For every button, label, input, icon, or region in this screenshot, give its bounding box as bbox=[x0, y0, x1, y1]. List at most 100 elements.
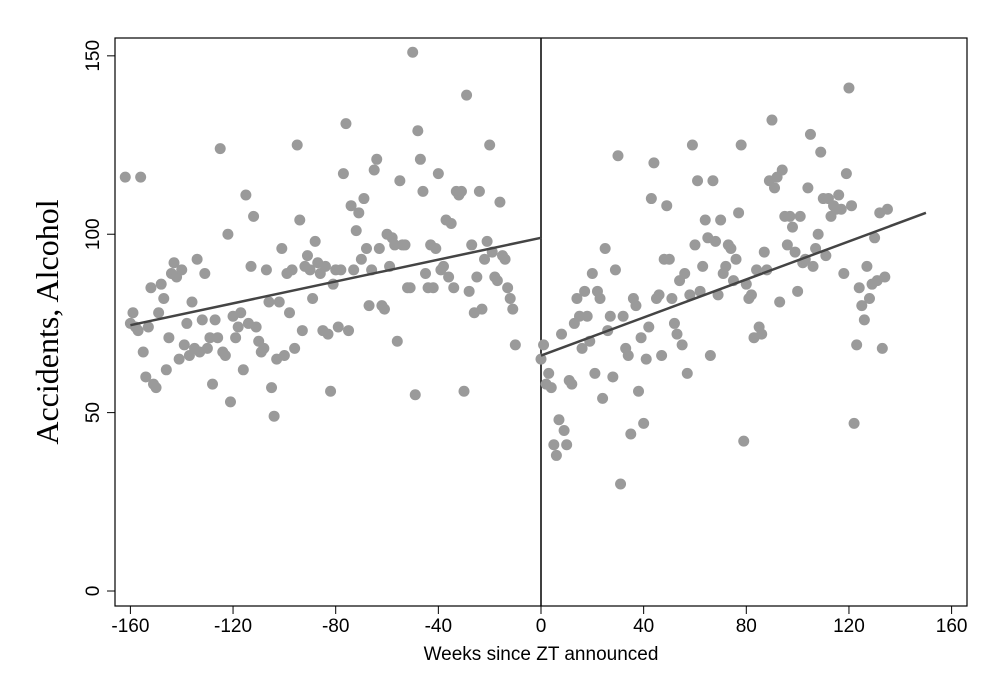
x-tick-label: 160 bbox=[936, 616, 968, 637]
scatter-point bbox=[301, 250, 313, 262]
scatter-point bbox=[671, 328, 683, 340]
scatter-point bbox=[178, 339, 190, 351]
scatter-point bbox=[391, 335, 403, 347]
scatter-point bbox=[710, 235, 722, 247]
scatter-point bbox=[240, 189, 252, 201]
scatter-point bbox=[604, 310, 616, 322]
scatter-point bbox=[535, 353, 547, 365]
scatter-point bbox=[715, 214, 727, 226]
scatter-point bbox=[589, 367, 601, 379]
scatter-point bbox=[581, 310, 593, 322]
scatter-point bbox=[861, 260, 873, 272]
scatter-point bbox=[163, 332, 175, 344]
y-tick-label: 0 bbox=[83, 586, 104, 597]
scatter-point bbox=[209, 314, 221, 326]
scatter-point bbox=[291, 139, 303, 151]
scatter-point bbox=[869, 232, 881, 244]
scatter-point bbox=[153, 307, 165, 319]
scatter-point bbox=[633, 385, 645, 397]
scatter-point bbox=[204, 332, 216, 344]
scatter-point bbox=[635, 332, 647, 344]
scatter-point bbox=[191, 253, 203, 265]
scatter-point bbox=[699, 214, 711, 226]
scatter-point bbox=[697, 260, 709, 272]
y-tick-label: 150 bbox=[83, 40, 104, 72]
scatter-point bbox=[479, 253, 491, 265]
scatter-point bbox=[853, 282, 865, 294]
scatter-point bbox=[838, 267, 850, 279]
scatter-point bbox=[340, 118, 352, 130]
scatter-point bbox=[443, 271, 455, 283]
scatter-point bbox=[820, 250, 832, 262]
scatter-point bbox=[160, 364, 172, 376]
scatter-point bbox=[414, 153, 426, 165]
scatter-point bbox=[607, 371, 619, 383]
scatter-point bbox=[756, 328, 768, 340]
scatter-point bbox=[466, 239, 478, 251]
scatter-point bbox=[833, 189, 845, 201]
scatter-point bbox=[319, 260, 331, 272]
scatter-point bbox=[543, 367, 555, 379]
scatter-point bbox=[663, 253, 675, 265]
scatter-point bbox=[207, 378, 219, 390]
scatter-point bbox=[263, 296, 275, 308]
scatter-point bbox=[278, 350, 290, 362]
scatter-point bbox=[360, 243, 372, 255]
scatter-point bbox=[284, 307, 296, 319]
y-tick-label: 50 bbox=[83, 402, 104, 423]
x-axis-title: Weeks since ZT announced bbox=[424, 644, 659, 665]
scatter-point bbox=[145, 282, 157, 294]
scatter-point bbox=[566, 378, 578, 390]
scatter-point bbox=[404, 282, 416, 294]
scatter-point bbox=[445, 218, 457, 230]
scatter-point bbox=[409, 389, 421, 401]
scatter-point bbox=[337, 168, 349, 180]
scatter-point bbox=[322, 328, 334, 340]
scatter-point bbox=[358, 193, 370, 205]
scatter-point bbox=[609, 264, 621, 276]
scatter-point bbox=[325, 385, 337, 397]
x-tick-label: 80 bbox=[736, 616, 757, 637]
scatter-point bbox=[679, 267, 691, 279]
scatter-point bbox=[350, 225, 362, 237]
scatter-point bbox=[432, 168, 444, 180]
scatter-point bbox=[848, 417, 860, 429]
scatter-point bbox=[260, 264, 272, 276]
fit-line bbox=[130, 236, 542, 327]
scatter-point bbox=[481, 235, 493, 247]
scatter-point bbox=[248, 210, 260, 222]
scatter-point bbox=[504, 292, 516, 304]
scatter-point bbox=[412, 125, 424, 137]
scatter-point bbox=[455, 185, 467, 197]
scatter-point bbox=[804, 128, 816, 140]
scatter-point bbox=[851, 339, 863, 351]
scatter-point bbox=[558, 424, 570, 436]
scatter-point bbox=[807, 260, 819, 272]
scatter-point bbox=[345, 200, 357, 212]
scatter-point bbox=[653, 289, 665, 301]
scatter-point bbox=[630, 300, 642, 312]
scatter-point bbox=[786, 221, 798, 233]
scatter-point bbox=[237, 364, 249, 376]
scatter-point bbox=[232, 321, 244, 333]
scatter-point bbox=[127, 307, 139, 319]
scatter-point bbox=[725, 243, 737, 255]
scatter-point bbox=[378, 303, 390, 315]
scatter-point bbox=[499, 253, 511, 265]
scatter-point bbox=[689, 239, 701, 251]
scatter-point bbox=[355, 253, 367, 265]
x-tick-label: -120 bbox=[214, 616, 252, 637]
scatter-point bbox=[615, 478, 627, 490]
scatter-point bbox=[196, 314, 208, 326]
scatter-point bbox=[186, 296, 198, 308]
scatter-point bbox=[371, 153, 383, 165]
scatter-point bbox=[491, 275, 503, 287]
scatter-point bbox=[155, 278, 167, 290]
scatter-point bbox=[507, 303, 519, 315]
scatter-point bbox=[230, 332, 242, 344]
scatter-point bbox=[597, 392, 609, 404]
scatter-point bbox=[119, 171, 131, 183]
scatter-point bbox=[835, 203, 847, 215]
scatter-point bbox=[769, 182, 781, 194]
scatter-point bbox=[720, 260, 732, 272]
